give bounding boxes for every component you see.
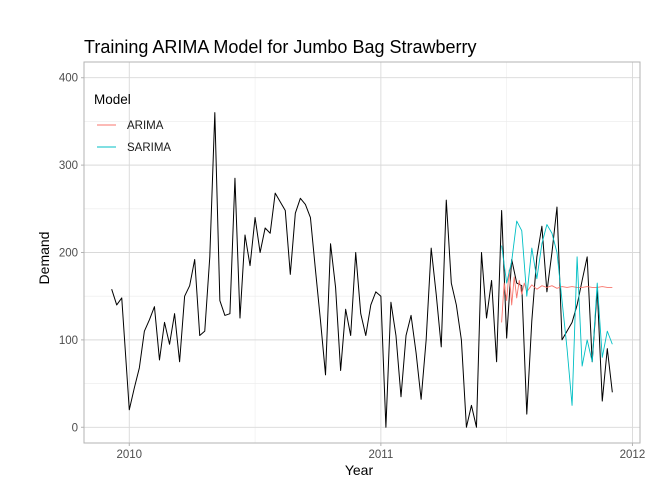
series-lines [111,112,613,428]
chart-title: Training ARIMA Model for Jumbo Bag Straw… [84,37,477,57]
actual-demand-series-line [111,112,613,428]
y-axis-title: Demand [36,232,52,285]
arima-legend-label: ARIMA [127,120,164,132]
y-tick-label: 0 [72,422,78,434]
legend: Model ARIMA SARIMA [94,92,171,154]
sarima-series-line [501,220,613,406]
y-tick-label: 300 [59,160,78,172]
x-tick-label: 2012 [620,449,646,461]
grid [84,62,640,443]
x-tick-label: 2010 [116,449,142,461]
x-axis-title: Year [345,462,374,478]
legend-title: Model [94,92,131,107]
x-tick-label: 2011 [369,449,394,461]
sarima-legend-label: SARIMA [127,142,171,154]
y-tick-label: 400 [59,73,78,85]
axes: 0 100 200 300 400 2010 2011 2012 [59,61,646,461]
y-tick-label: 200 [59,248,78,260]
arima-series-line [501,269,613,323]
y-tick-label: 100 [59,335,78,347]
